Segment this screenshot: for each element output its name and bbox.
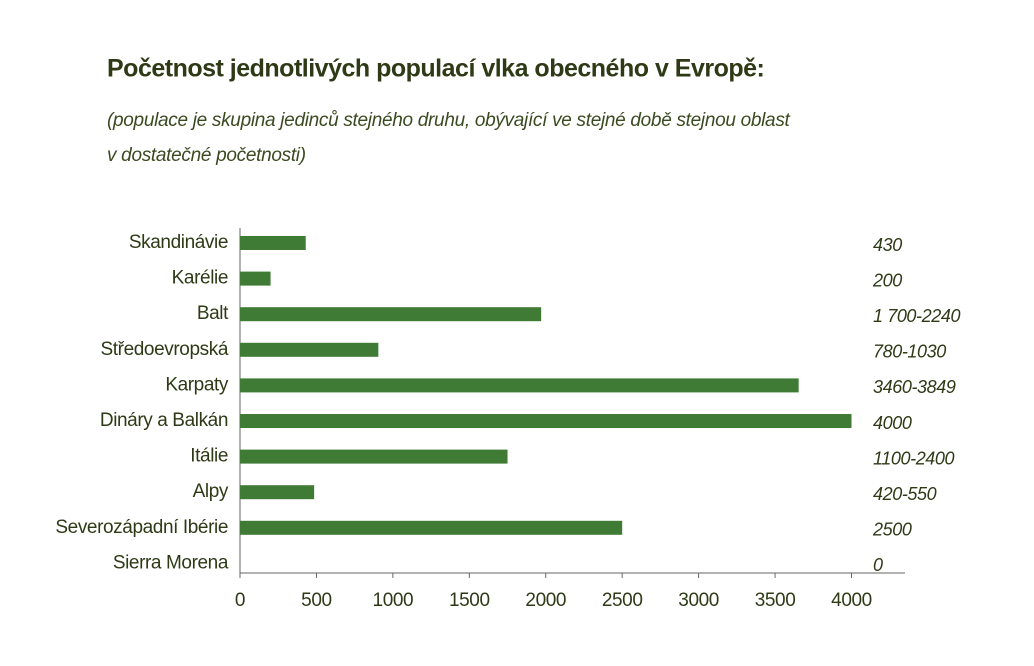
x-tick-label: 3000 (678, 590, 719, 611)
bar (240, 307, 542, 322)
y-tick-label: Skandinávie (129, 232, 228, 253)
y-tick-label: Itálie (190, 446, 228, 467)
value-label: 1100-2400 (873, 448, 955, 468)
value-label: 430 (873, 235, 902, 255)
value-label: 200 (872, 270, 902, 290)
value-label: 4000 (873, 413, 912, 433)
y-tick-label: Severozápadní Ibérie (55, 517, 228, 538)
value-label: 1 700-2240 (873, 306, 960, 326)
y-tick-label: Středoevropská (101, 339, 229, 360)
x-tick-label: 2000 (525, 590, 566, 611)
bar (240, 271, 271, 286)
bar (240, 236, 306, 250)
x-tick-label: 1000 (373, 590, 414, 611)
value-label: 780-1030 (873, 342, 946, 362)
subtitle: (populace je skupina jedinců stejného dr… (107, 110, 791, 131)
value-label: 420-550 (873, 484, 937, 504)
bar (240, 414, 852, 428)
bar (240, 485, 315, 500)
x-tick-label: 1500 (449, 590, 490, 611)
value-label: 0 (873, 555, 883, 575)
x-tick-label: 3500 (755, 590, 796, 611)
bar (240, 520, 623, 535)
value-label: 3460-3849 (873, 377, 956, 397)
y-tick-label: Balt (197, 303, 229, 324)
x-tick-label: 2500 (602, 590, 643, 611)
bar (240, 342, 379, 357)
y-tick-label: Dináry a Balkán (100, 410, 228, 431)
x-tick-label: 500 (301, 590, 332, 611)
x-tick-label: 4000 (831, 590, 872, 611)
chart-title: Početnost jednotlivých populací vlka obe… (107, 55, 764, 83)
x-tick-label: 0 (235, 590, 245, 611)
y-tick-label: Karpaty (165, 374, 229, 395)
y-tick-label: Karélie (172, 268, 228, 289)
bar (240, 449, 508, 464)
subtitle: v dostatečné početnosti) (107, 145, 306, 166)
y-tick-label: Sierra Morena (113, 552, 229, 573)
bar (240, 378, 799, 393)
value-label: 2500 (872, 520, 912, 540)
y-tick-label: Alpy (193, 481, 229, 502)
